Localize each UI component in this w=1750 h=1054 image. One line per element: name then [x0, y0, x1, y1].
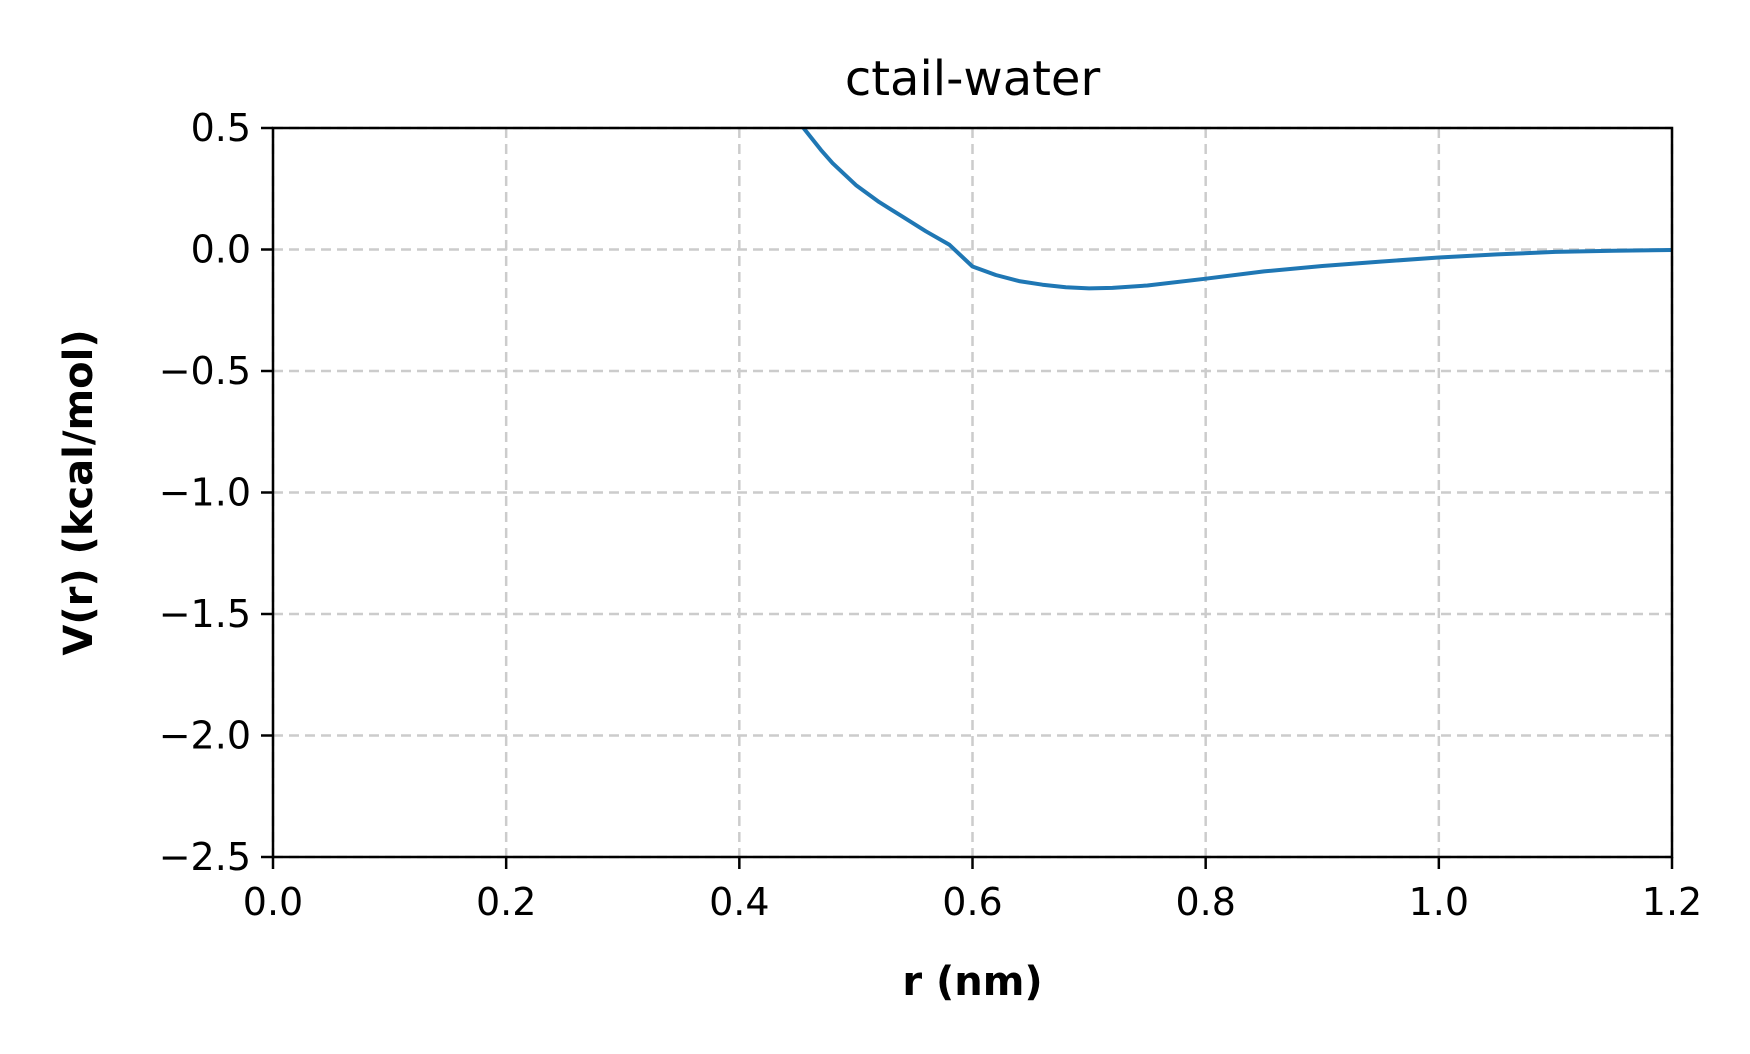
- y-tick-label: −0.5: [159, 349, 251, 393]
- x-tick-label: 1.2: [1642, 880, 1702, 924]
- y-axis-ticks: 0.5 0.0 −0.5 −1.0 −1.5 −2.0 −2.5: [159, 106, 273, 879]
- x-tick-label: 0.6: [942, 880, 1002, 924]
- x-axis-ticks: 0.0 0.2 0.4 0.6 0.8 1.0 1.2: [243, 857, 1702, 924]
- x-tick-label: 0.8: [1175, 880, 1235, 924]
- y-tick-label: 0.0: [191, 228, 251, 272]
- series-layer: [801, 126, 1673, 291]
- series-line-0: [801, 126, 1673, 291]
- y-tick-label: −1.5: [159, 592, 251, 636]
- chart-title: ctail-water: [845, 51, 1101, 107]
- y-tick-label: −2.5: [159, 835, 251, 879]
- x-axis-label: r (nm): [902, 959, 1042, 1005]
- x-tick-label: 0.2: [476, 880, 536, 924]
- y-tick-label: 0.5: [191, 106, 251, 150]
- x-tick-label: 1.0: [1409, 880, 1469, 924]
- y-tick-label: −1.0: [159, 471, 251, 515]
- x-tick-label: 0.0: [243, 880, 303, 924]
- y-tick-label: −2.0: [159, 714, 251, 758]
- x-tick-label: 0.4: [709, 880, 769, 924]
- y-axis-label: V(r) (kcal/mol): [56, 329, 102, 655]
